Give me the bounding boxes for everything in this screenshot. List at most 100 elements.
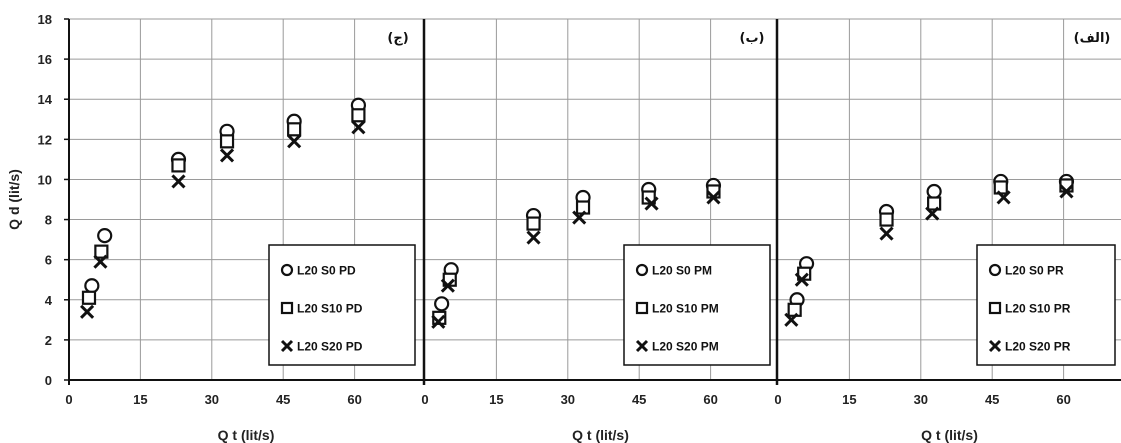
- series-cross: [784, 184, 1074, 327]
- legend: L20 S0 PM L20 S10 PM L20 S20 PM: [623, 244, 771, 366]
- legend-marker-cross: [635, 339, 649, 353]
- y-tick-label: 14: [38, 92, 53, 107]
- legend-marker-circle: [635, 263, 649, 277]
- legend-marker-square: [635, 301, 649, 315]
- x-tick-label: 0: [774, 392, 781, 407]
- data-point-cross: [80, 304, 95, 319]
- legend-entry: L20 S0 PR: [1005, 264, 1064, 278]
- legend-marker-square: [988, 301, 1002, 315]
- x-axis-label: Q t (lit/s): [921, 427, 978, 443]
- series-cross: [80, 120, 366, 319]
- legend-entry: L20 S20 PD: [297, 340, 363, 354]
- data-point-cross: [351, 120, 366, 135]
- legend-box: [623, 244, 771, 366]
- x-axis-label: Q t (lit/s): [572, 427, 629, 443]
- legend-entry: L20 S0 PD: [297, 264, 356, 278]
- data-point-square: [641, 190, 656, 205]
- x-tick-label: 60: [347, 392, 361, 407]
- series-cross: [431, 190, 721, 329]
- data-point-cross: [526, 230, 541, 245]
- legend-entry: L20 S20 PM: [652, 340, 719, 354]
- data-point-circle: [926, 183, 942, 200]
- data-point-circle: [97, 228, 113, 244]
- data-point-cross: [287, 134, 302, 149]
- data-point-cross: [440, 278, 455, 293]
- x-tick-label: 45: [985, 392, 999, 407]
- data-point-cross: [996, 190, 1011, 205]
- data-point-square: [879, 212, 894, 227]
- x-tick-label: 60: [1056, 392, 1070, 407]
- data-point-cross: [219, 148, 235, 163]
- x-tick-label: 60: [703, 392, 717, 407]
- legend-marker-cross: [280, 339, 294, 353]
- y-tick-label: 0: [45, 373, 52, 388]
- y-tick-label: 2: [45, 333, 52, 348]
- y-tick-label: 8: [45, 213, 52, 228]
- legend-entry: L20 S10 PR: [1005, 302, 1071, 316]
- data-point-square: [171, 158, 186, 173]
- data-point-circle: [434, 296, 450, 312]
- x-tick-label: 15: [489, 392, 503, 407]
- data-point-square: [94, 244, 109, 259]
- legend-entry: L20 S10 PM: [652, 302, 719, 316]
- y-tick-label: 16: [38, 52, 52, 67]
- data-point-square: [797, 266, 812, 281]
- legend: L20 S0 PR L20 S10 PR L20 S20 PR: [976, 244, 1116, 366]
- panel-1: 0 15 30 45 60 Q t (lit/s) (ج) L20 S0 PD L20 S10 …: [65, 19, 416, 443]
- legend-box: [268, 244, 416, 366]
- series-square: [81, 108, 366, 305]
- legend-entry: L20 S0 PM: [652, 264, 712, 278]
- data-point-square: [787, 302, 802, 317]
- data-point-square: [287, 122, 302, 137]
- x-tick-label: 30: [561, 392, 575, 407]
- data-point-cross: [879, 226, 894, 241]
- panel-tag: (ب): [740, 31, 765, 46]
- data-point-square: [993, 180, 1008, 195]
- x-tick-label: 30: [914, 392, 928, 407]
- y-axis-label: Q d (lit/s): [6, 169, 22, 230]
- legend-marker-circle: [988, 263, 1002, 277]
- panel-2: 0 15 30 45 60 Q t (lit/s) (ب) L20 S0 PM L20 S10 …: [421, 19, 771, 443]
- data-point-cross: [925, 206, 940, 221]
- data-point-square: [927, 196, 942, 211]
- panel-tag: (ج): [387, 31, 408, 46]
- legend-marker-cross: [988, 339, 1002, 353]
- legend-entry: L20 S20 PR: [1005, 340, 1071, 354]
- data-point-square: [526, 216, 541, 231]
- data-point-cross: [706, 190, 721, 205]
- y-tick-label: 18: [38, 12, 52, 27]
- legend: L20 S0 PD L20 S10 PD L20 S20 PD: [268, 244, 416, 366]
- x-tick-label: 45: [276, 392, 290, 407]
- legend-entry: L20 S10 PD: [297, 302, 363, 316]
- grid-lines: [69, 18, 1121, 381]
- x-axis-label: Q t (lit/s): [218, 427, 275, 443]
- x-tick-label: 0: [421, 392, 428, 407]
- x-tick-label: 45: [632, 392, 646, 407]
- x-tick-label: 15: [842, 392, 856, 407]
- data-point-cross: [431, 314, 446, 329]
- y-tick-label: 4: [45, 293, 53, 308]
- data-point-cross: [1059, 184, 1074, 199]
- axes: [64, 18, 1121, 385]
- panel-tag: (الف): [1074, 31, 1111, 46]
- x-tick-label: 30: [205, 392, 219, 407]
- data-point-cross: [93, 254, 108, 269]
- y-tick-labels: 0 2 4 6 8 10 12 14 16 18: [38, 12, 53, 388]
- data-point-square: [81, 290, 97, 305]
- data-point-cross: [784, 312, 799, 327]
- y-tick-label: 6: [45, 253, 52, 268]
- data-point-cross: [644, 196, 659, 211]
- data-point-square: [351, 108, 366, 123]
- data-point-cross: [794, 272, 809, 287]
- data-point-cross: [572, 210, 587, 225]
- x-tick-label: 0: [65, 392, 72, 407]
- data-point-cross: [171, 174, 186, 189]
- y-tick-label: 10: [38, 172, 52, 187]
- legend-marker-circle: [280, 263, 294, 277]
- x-tick-label: 15: [133, 392, 147, 407]
- data-point-circle: [84, 278, 100, 294]
- panel-3: 0 15 30 45 60 Q t (lit/s) (الف) L20 S0 PR L20 S1…: [774, 19, 1116, 443]
- data-point-square: [219, 134, 235, 149]
- legend-marker-square: [280, 301, 294, 315]
